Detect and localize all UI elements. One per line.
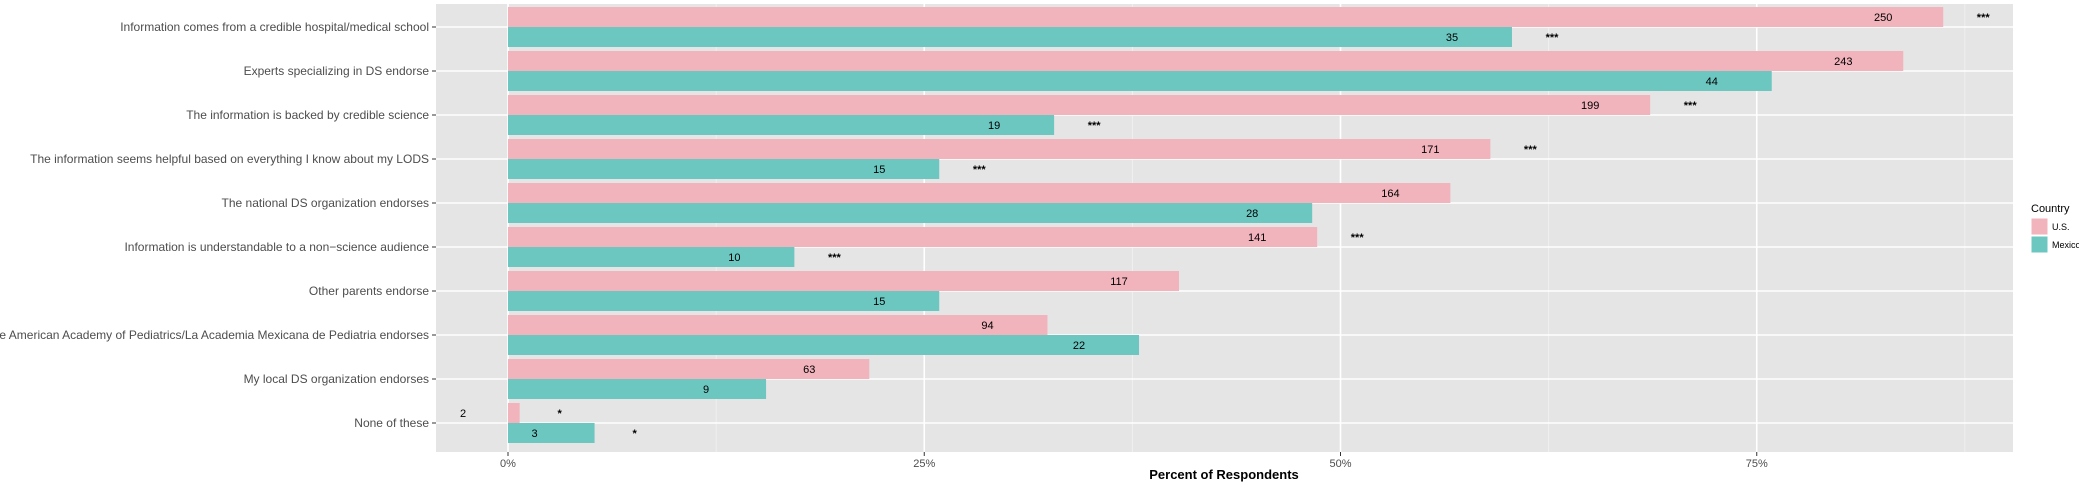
legend-label-us: U.S.: [2052, 222, 2070, 232]
category-label: The American Academy of Pediatrics/La Ac…: [0, 328, 429, 342]
count-label: 10: [728, 252, 740, 264]
count-label: 28: [1246, 208, 1258, 220]
category-label: Other parents endorse: [309, 284, 429, 298]
us-bar: [508, 403, 520, 423]
mexico-bar: [508, 379, 767, 399]
significance-marker: ***: [828, 252, 842, 264]
legend-items: U.S. Mexico: [2030, 217, 2079, 254]
mexico-bar: [508, 71, 1772, 91]
count-label: 15: [873, 164, 885, 176]
significance-marker: *: [632, 428, 637, 440]
count-label: 15: [873, 296, 885, 308]
significance-marker: ***: [1546, 32, 1560, 44]
category-label: The information seems helpful based on e…: [30, 152, 429, 166]
us-bar: [508, 7, 1944, 27]
x-axis-title: Percent of Respondents: [1149, 467, 1299, 482]
significance-marker: ***: [1977, 12, 1991, 24]
category-label: The information is backed by credible sc…: [186, 108, 429, 122]
legend-key-us: [2030, 217, 2049, 236]
count-label: 243: [1834, 56, 1852, 68]
count-label: 250: [1874, 12, 1892, 24]
significance-marker: ***: [1351, 232, 1365, 244]
mexico-bar: [508, 159, 940, 179]
count-label: 22: [1073, 340, 1085, 352]
legend-label-mexico: Mexico: [2052, 240, 2079, 250]
count-label: 94: [981, 320, 993, 332]
significance-marker: *: [558, 408, 563, 420]
count-label: 164: [1381, 188, 1399, 200]
legend: Country U.S. Mexico: [2030, 203, 2079, 254]
mexico-bar: [508, 247, 795, 267]
count-label: 2: [460, 408, 466, 420]
us-bar: [508, 183, 1451, 203]
us-bar: [508, 271, 1179, 291]
us-bar: [508, 139, 1491, 159]
category-label: Experts specializing in DS endorse: [244, 64, 430, 78]
us-bar: [508, 315, 1048, 335]
x-tick-label: 75%: [1746, 458, 1768, 470]
significance-marker: ***: [1088, 120, 1102, 132]
category-label: Information is understandable to a non−s…: [124, 240, 429, 254]
mexico-bar: [508, 291, 940, 311]
mexico-bar: [508, 423, 595, 443]
significance-marker: ***: [1524, 144, 1538, 156]
x-tick-label: 0%: [500, 458, 516, 470]
category-label: Information comes from a credible hospit…: [120, 20, 429, 34]
category-label: The national DS organization endorses: [222, 196, 429, 210]
significance-marker: ***: [1684, 100, 1698, 112]
count-label: 35: [1446, 32, 1458, 44]
us-bar: [508, 359, 870, 379]
count-label: 141: [1248, 232, 1266, 244]
us-bar: [508, 95, 1651, 115]
us-bar: [508, 227, 1318, 247]
mexico-bar: [508, 335, 1140, 355]
bars-layer: 250 *** 35 *** 243 44 199 *** 19 *** 171 *** 15 *** 16…: [460, 7, 1990, 443]
category-label: My local DS organization endorses: [244, 372, 429, 386]
count-label: 9: [703, 384, 709, 396]
count-label: 63: [803, 364, 815, 376]
legend-title: Country: [2031, 203, 2070, 215]
category-label: None of these: [354, 416, 429, 430]
x-axis-ticks: 0% 25% 50% 75%: [500, 452, 1768, 470]
mexico-bar: [508, 203, 1313, 223]
legend-key-mexico: [2030, 235, 2049, 254]
us-bar: [508, 51, 1904, 71]
count-label: 117: [1110, 276, 1128, 288]
count-label: 3: [532, 428, 538, 440]
count-label: 19: [988, 120, 1000, 132]
x-tick-label: 25%: [913, 458, 935, 470]
count-label: 171: [1421, 144, 1439, 156]
mexico-bar: [508, 115, 1055, 135]
count-label: 199: [1581, 100, 1599, 112]
x-tick-label: 50%: [1329, 458, 1351, 470]
count-label: 44: [1706, 76, 1718, 88]
mexico-bar: [508, 27, 1512, 47]
category-labels: Information comes from a credible hospit…: [0, 20, 436, 430]
significance-marker: ***: [973, 164, 987, 176]
